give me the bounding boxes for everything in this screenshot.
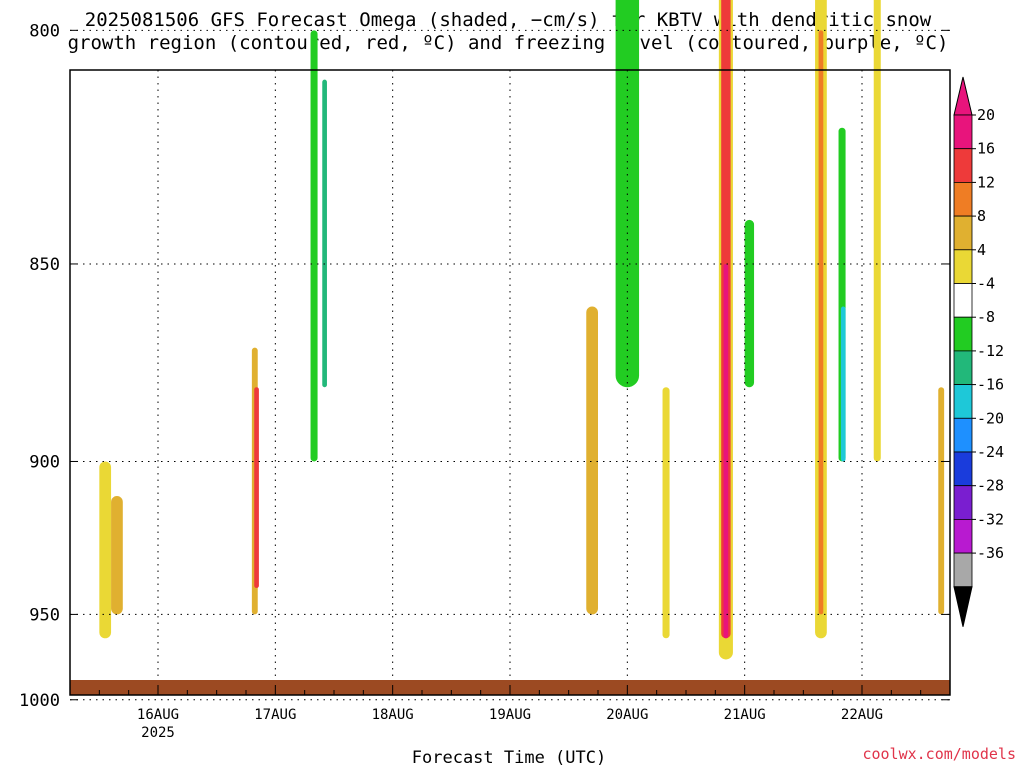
colorbar: 20 16 12 8 4 -4 -8 -12 -16 -20 -24 -28 -32 -36	[953, 76, 1004, 627]
colorbar-tick-label: -28	[977, 477, 1004, 495]
colorbar-bin	[953, 350, 973, 385]
colorbar-top-arrow	[953, 76, 973, 116]
y-tick-label: 1000	[19, 691, 60, 711]
y-tick-label: 950	[29, 605, 60, 625]
colorbar-tick-label: 4	[977, 241, 986, 259]
colorbar-tick-label: -36	[977, 544, 1004, 562]
y-tick-label: 800	[29, 21, 60, 41]
colorbar-tick-label: 20	[977, 106, 995, 124]
omega-cell	[310, 30, 318, 462]
colorbar-bin	[953, 114, 973, 150]
credit-link[interactable]: coolwx.com/models	[862, 745, 1016, 763]
omega-cell	[818, 30, 824, 615]
colorbar-bin	[953, 451, 973, 487]
colorbar-bin	[953, 384, 973, 419]
colorbar-bin	[953, 316, 973, 352]
x-tick-label: 20AUG	[606, 707, 648, 723]
colorbar-tick-label: -4	[977, 275, 995, 293]
colorbar-bin	[953, 181, 973, 217]
omega-cell	[111, 496, 123, 615]
colorbar-tick-label: -20	[977, 409, 1004, 427]
omega-cell	[322, 79, 327, 388]
omega-cell	[873, 0, 881, 462]
colorbar-bin	[953, 148, 973, 183]
colorbar-tick-label: -12	[977, 342, 1004, 360]
x-axis-label: Forecast Time (UTC)	[412, 748, 606, 768]
omega-cell	[744, 219, 755, 388]
colorbar-bin	[953, 552, 973, 588]
colorbar-tick-label: -24	[977, 443, 1004, 461]
colorbar-tick-label: -32	[977, 510, 1004, 528]
x-tick-label: 16AUG	[137, 707, 179, 723]
y-tick-label: 900	[29, 452, 60, 472]
colorbar-bin	[953, 215, 973, 251]
x-tick-label: 21AUG	[724, 707, 766, 723]
colorbar-tick-label: -16	[977, 376, 1004, 394]
omega-cell	[938, 387, 945, 615]
x-tick-label: 18AUG	[372, 707, 414, 723]
colorbar-bin	[953, 519, 973, 554]
colorbar-bin	[953, 417, 973, 453]
omega-cell	[840, 306, 846, 462]
omega-cell	[586, 306, 598, 615]
colorbar-tick-label: 8	[977, 207, 986, 225]
x-tick-label: 22AUG	[841, 707, 883, 723]
omega-shading	[99, 0, 945, 660]
colorbar-bin	[953, 485, 973, 520]
y-axis: 2503003504004505005506006507007508008509…	[19, 21, 950, 711]
colorbar-bottom-arrow	[953, 586, 973, 627]
colorbar-tick-label: 12	[977, 173, 995, 191]
x-tick-label: 17AUG	[254, 707, 296, 723]
colorbar-bin	[953, 249, 973, 284]
omega-cell	[723, 263, 729, 639]
x-tick-label: 19AUG	[489, 707, 531, 723]
omega-cell	[662, 387, 670, 639]
omega-cell	[99, 461, 112, 639]
colorbar-tick-label: 16	[977, 140, 995, 158]
colorbar-bin	[953, 283, 973, 318]
colorbar-tick-label: -8	[977, 308, 995, 326]
x-axis: 16AUG 2025 17AUG 18AUG 19AUG 20AUG 21AUG 22AUG	[69, 685, 951, 741]
omega-cell	[254, 387, 259, 589]
x-tick-year: 2025	[141, 725, 175, 741]
y-tick-label: 850	[29, 255, 60, 275]
title-line-1: 2025081506 GFS Forecast Omega (shaded, −…	[85, 9, 932, 31]
gridlines	[70, 29, 950, 701]
